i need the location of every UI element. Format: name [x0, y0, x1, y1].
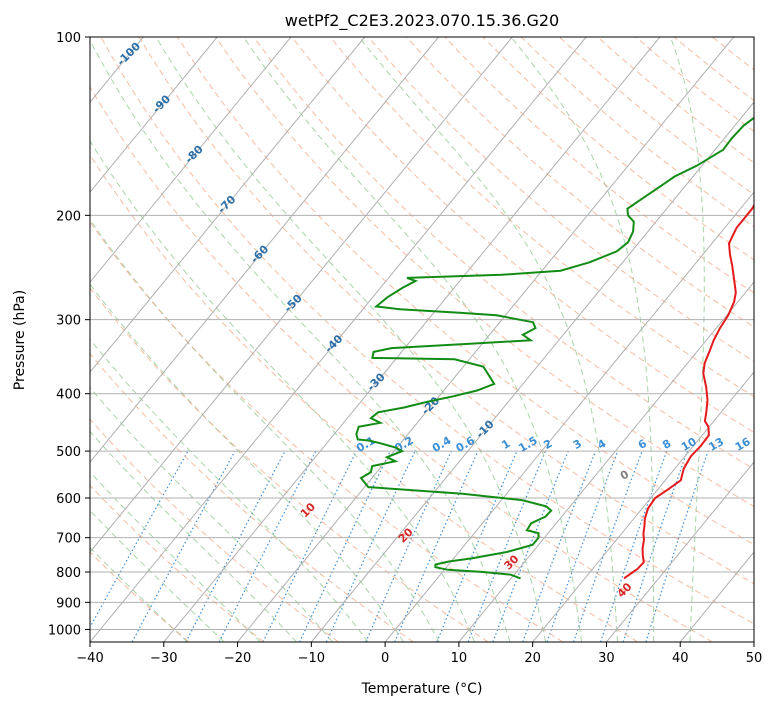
x-tick-label: −10: [298, 651, 325, 666]
mixing-ratio-line: [572, 450, 643, 642]
y-axis-title: Pressure (hPa): [12, 290, 28, 390]
moist-adiabat-line: [90, 509, 225, 642]
chart-title: wetPf2_C2E3.2023.070.15.36.G20: [285, 11, 559, 31]
y-tick-label: 700: [56, 532, 81, 547]
isotherm-line: [90, 37, 587, 642]
mixing-ratio-line: [262, 450, 358, 642]
moist-adiabats: [90, 37, 705, 642]
dry-adiabat-line: [90, 418, 339, 642]
dry-adiabats: [90, 37, 754, 642]
dry-adiabat-line: [90, 154, 639, 642]
mixing-ratio-line: [365, 450, 452, 642]
dry-adiabat-line: [138, 37, 754, 585]
x-tick-label: 30: [598, 651, 615, 666]
mixing-ratio-line: [600, 450, 668, 642]
y-tick-label: 300: [56, 314, 81, 329]
moist-adiabat-line: [90, 39, 511, 642]
dry-adiabat-line: [559, 37, 754, 196]
moist-adiabat-line: [155, 37, 547, 642]
x-tick-label: −30: [150, 651, 177, 666]
mixing-ratio-line: [299, 450, 391, 642]
dry-adiabat-line: [176, 37, 754, 546]
moist-adiabat-line: [90, 338, 369, 642]
isotherm-line: [90, 37, 513, 553]
isotherms: [90, 37, 754, 642]
y-axis-ticks: 100 200 300 400 500 600 700 800 900 1000: [48, 31, 90, 638]
x-tick-label: 0: [381, 651, 389, 666]
isotherm-line: [458, 281, 754, 642]
moist-adiabat-line: [90, 140, 475, 642]
y-tick-label: 800: [56, 566, 81, 581]
dry-adiabat-line: [329, 37, 754, 398]
x-tick-label: −40: [76, 651, 103, 666]
moist-adiabat-line: [90, 283, 405, 642]
moist-adiabat-line: [242, 37, 582, 642]
y-tick-label: 400: [56, 388, 81, 403]
moist-adiabat-line: [90, 546, 188, 642]
dry-adiabat-line: [90, 287, 489, 642]
isotherm-line: [310, 101, 754, 642]
dry-adiabat-line: [90, 221, 564, 642]
dry-adiabat-line: [100, 37, 754, 625]
y-tick-label: 200: [56, 209, 81, 224]
moist-adiabat-line: [90, 386, 333, 642]
moist-adiabat-line: [510, 37, 655, 642]
mixing-ratio-line: [622, 450, 688, 642]
mixing-ratio-line: [325, 450, 416, 642]
dewpoint-line: [355, 116, 754, 580]
dry-adiabat-line: [253, 37, 754, 470]
dry-adiabat-line: [90, 484, 265, 642]
x-tick-label: 50: [746, 651, 763, 666]
isotherm-line: [90, 37, 292, 283]
isotherm-line: [606, 461, 754, 642]
y-tick-label: 600: [56, 492, 81, 507]
x-tick-label: 10: [451, 651, 468, 666]
pressure-gridlines: [90, 37, 754, 630]
isotherm-line: [90, 37, 218, 193]
plot-area: -100-90-80-70-60-50-40-30-20-100.1 0.2 0.4…: [90, 37, 754, 642]
isotherm-line: [163, 37, 661, 642]
isotherm-line: [237, 37, 735, 642]
moist-adiabat-line: [670, 37, 705, 642]
mixing-ratio-line: [90, 450, 189, 629]
x-tick-label: 20: [524, 651, 541, 666]
mixing-ratio-line: [131, 450, 236, 642]
isotherm-line: [532, 371, 754, 642]
dry-adiabat-line: [482, 37, 754, 261]
x-axis-title: Temperature (°C): [361, 681, 483, 697]
moist-adiabat-line: [90, 471, 261, 642]
dry-adiabat-line: [520, 37, 754, 228]
x-tick-label: −20: [224, 651, 251, 666]
isotherm-line: [90, 37, 439, 463]
dry-adiabat-line: [215, 37, 754, 508]
y-tick-label: 500: [56, 445, 81, 460]
dry-adiabat-line: [90, 85, 713, 642]
mixing-ratio-line: [645, 450, 709, 642]
y-tick-label: 900: [56, 596, 81, 611]
moist-adiabat-line: [90, 218, 440, 642]
isotherm-line: [90, 37, 366, 373]
isotherm-line: [384, 191, 754, 642]
x-axis-ticks: −40 −30 −20 −10 0 10 20 30 40 50: [76, 642, 762, 666]
mixing-ratio-line: [546, 450, 619, 642]
temperature-line: [623, 203, 754, 580]
plot-frame: [89, 36, 755, 643]
dry-adiabat-line: [368, 37, 754, 363]
dry-adiabat-line: [597, 37, 754, 164]
x-tick-label: 40: [672, 651, 689, 666]
y-tick-label: 100: [56, 31, 81, 46]
moist-adiabat-line: [358, 37, 618, 642]
mixing-ratio-line: [436, 450, 518, 642]
y-tick-label: 1000: [48, 623, 81, 638]
